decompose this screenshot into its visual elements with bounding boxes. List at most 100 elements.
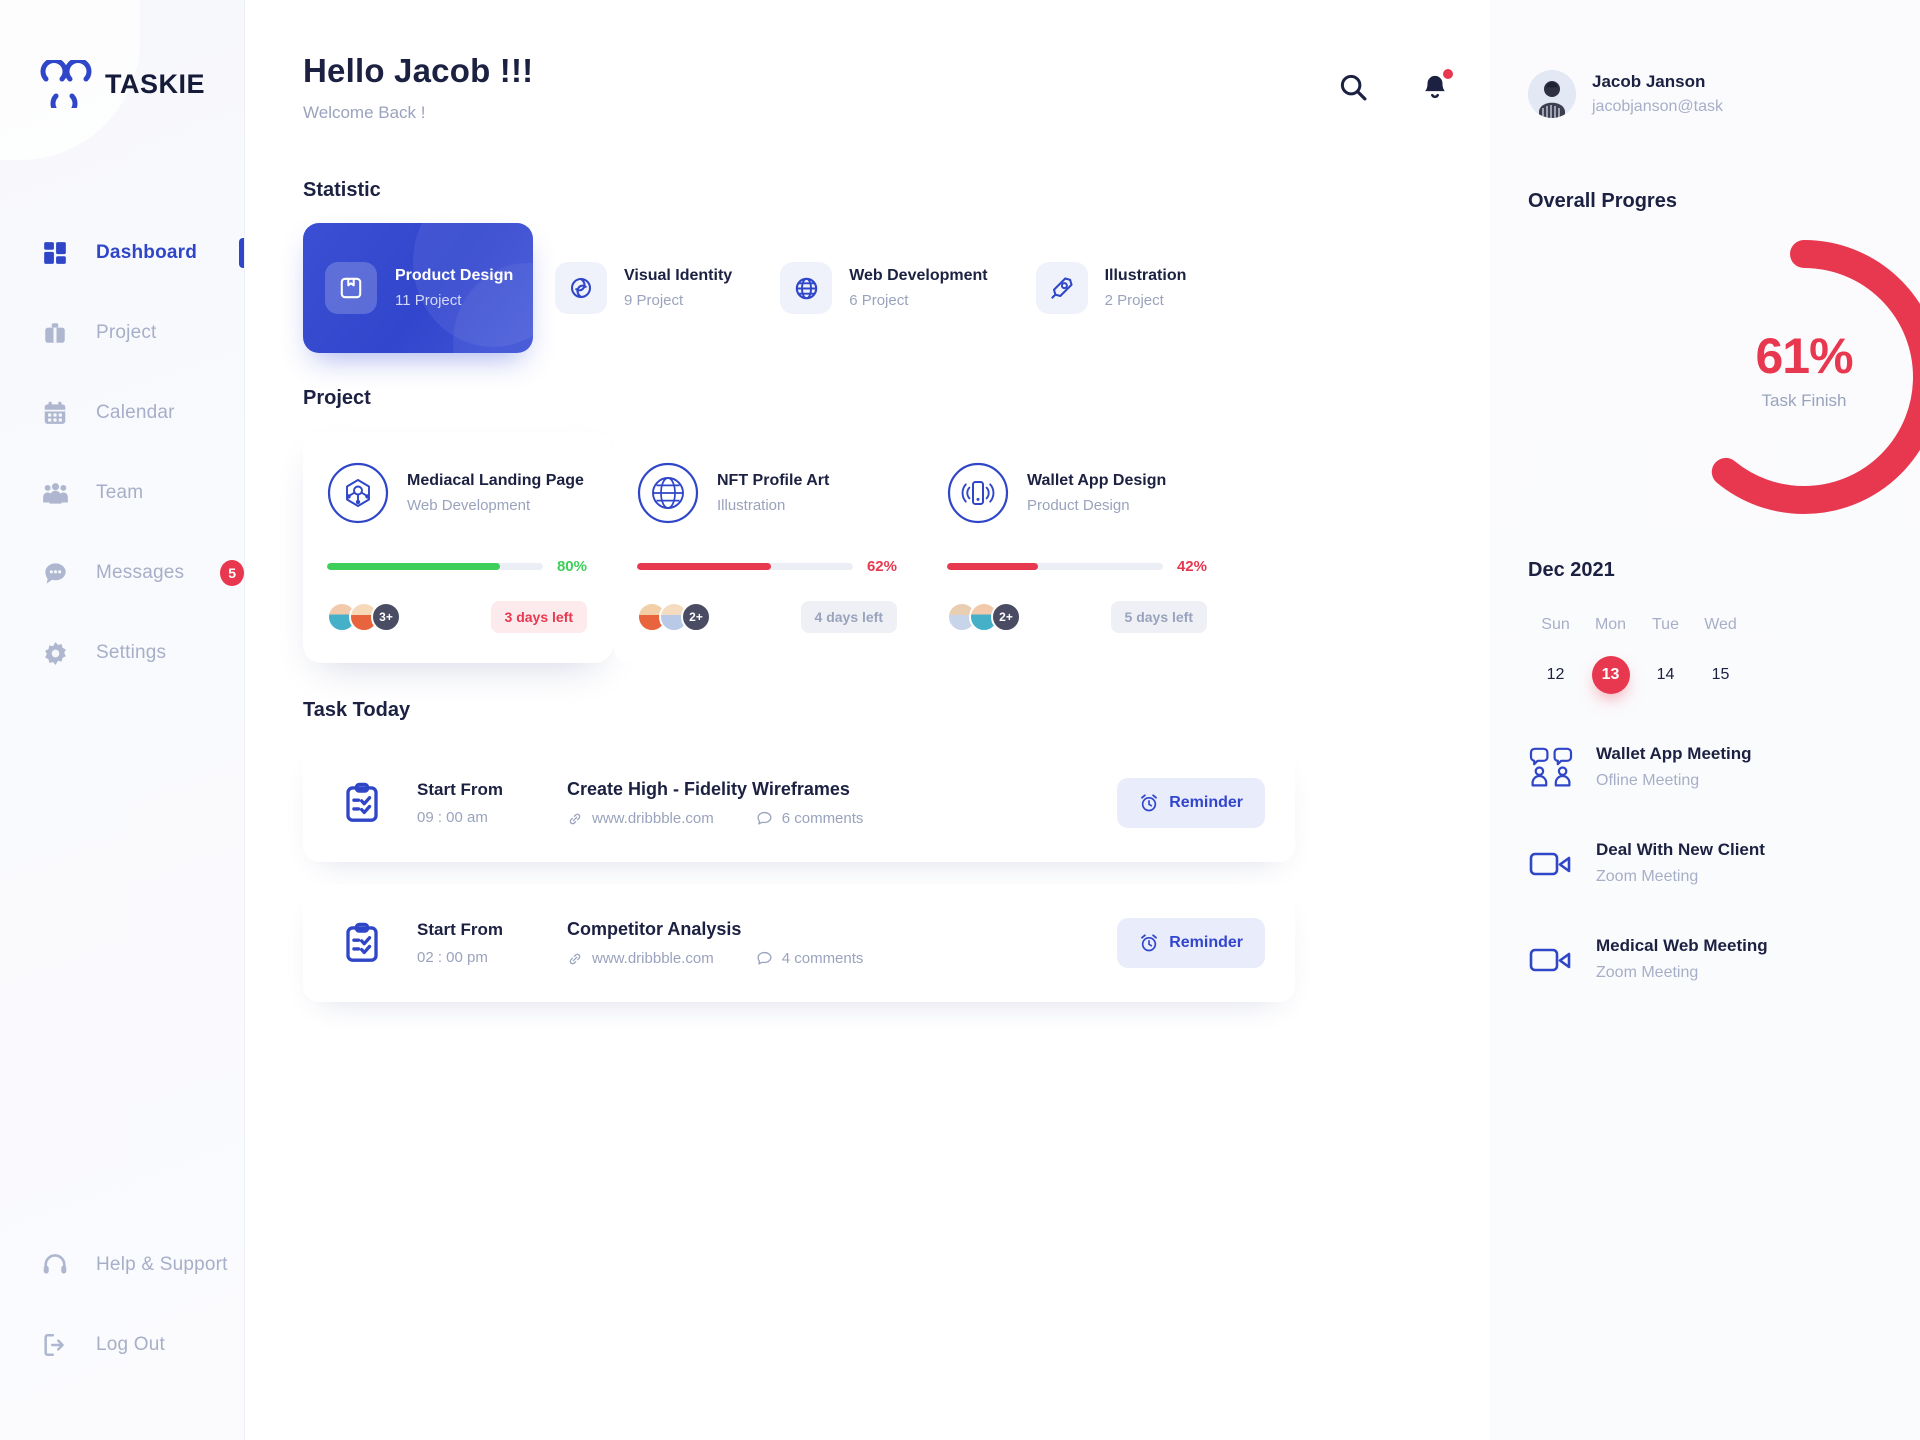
- comment-icon: [757, 811, 772, 825]
- sidebar-item-label: Help & Support: [96, 1254, 228, 1275]
- top-bar: Hello Jacob !!! Welcome Back !: [303, 0, 1490, 123]
- project-card-category: Illustration: [717, 497, 786, 514]
- reminder-button-label: Reminder: [1169, 934, 1243, 951]
- task-row[interactable]: Start From 09 : 00 am Create High - Fide…: [303, 744, 1295, 862]
- statistic-card-count: 2 Project: [1104, 292, 1164, 309]
- calendar-col: Tue 14: [1638, 616, 1693, 694]
- calendar-dow: Tue: [1652, 616, 1679, 633]
- statistic-card-web-development[interactable]: Web Development 6 Project: [758, 223, 1013, 353]
- task-link-text: www.dribbble.com: [592, 950, 714, 967]
- progress-percent: 62%: [866, 558, 897, 575]
- meeting-item[interactable]: Wallet App Meeting Ofline Meeting: [1528, 744, 1920, 790]
- meeting-item[interactable]: Medical Web Meeting Zoom Meeting: [1528, 936, 1920, 982]
- swirl-icon: [555, 262, 607, 314]
- task-row[interactable]: Start From 02 : 00 pm Competitor Analysi…: [303, 884, 1295, 1002]
- overall-progress-percent: 61%: [1755, 328, 1853, 384]
- sidebar-item-project[interactable]: Project: [0, 293, 244, 373]
- avatar-more-count: 2+: [991, 602, 1021, 632]
- sidebar: TASKIE Dashboard Project Calendar: [0, 0, 245, 1440]
- sidebar-item-settings[interactable]: Settings: [0, 613, 244, 693]
- project-card-category: Product Design: [1027, 497, 1130, 514]
- sidebar-item-label: Messages: [96, 562, 185, 583]
- task-comments[interactable]: 4 comments: [756, 950, 863, 967]
- sidebar-item-calendar[interactable]: Calendar: [0, 373, 244, 453]
- profile-email: jacobjanson@task: [1592, 98, 1723, 115]
- calendar-day-selected[interactable]: 13: [1591, 656, 1630, 694]
- sidebar-item-messages[interactable]: Messages 5: [0, 533, 244, 613]
- sidebar-nav: Dashboard Project Calendar Team: [0, 213, 244, 693]
- link-icon: [569, 953, 581, 964]
- project-card-nft-profile-art[interactable]: NFT Profile Art Illustration 62% 2+: [613, 432, 923, 663]
- statistic-card-name: Product Design: [395, 267, 514, 284]
- globe-icon: [780, 262, 833, 314]
- project-card-head: Mediacal Landing Page Web Development: [327, 462, 587, 524]
- project-card-row: Mediacal Landing Page Web Development 80…: [303, 432, 1490, 663]
- meeting-text: Medical Web Meeting Zoom Meeting: [1596, 936, 1768, 982]
- project-card-name: Mediacal Landing Page: [407, 472, 584, 489]
- task-start-label: Start From: [417, 780, 503, 799]
- sidebar-item-team[interactable]: Team: [0, 453, 244, 533]
- statistic-card-count: 6 Project: [849, 292, 909, 309]
- project-avatars[interactable]: 3+: [327, 602, 401, 632]
- reminder-button[interactable]: Reminder: [1117, 918, 1265, 968]
- meeting-item[interactable]: Deal With New Client Zoom Meeting: [1528, 840, 1920, 886]
- profile-name: Jacob Janson: [1592, 72, 1706, 91]
- meeting-type: Zoom Meeting: [1596, 964, 1699, 981]
- task-name: Competitor Analysis: [567, 919, 742, 939]
- reminder-button[interactable]: Reminder: [1117, 778, 1265, 828]
- sidebar-item-help-support[interactable]: Help & Support: [0, 1225, 244, 1305]
- avatar-more-count: 2+: [681, 602, 711, 632]
- project-card-wallet-app-design[interactable]: Wallet App Design Product Design 42% 2+: [923, 432, 1233, 663]
- calendar-col: Wed 15: [1693, 616, 1748, 694]
- calendar-grid: Sun 12 Mon 13 Tue 14 Wed 15: [1528, 616, 1920, 694]
- calendar-day[interactable]: 12: [1546, 666, 1565, 683]
- overall-progress-donut: 61% Task Finish: [1556, 227, 1920, 527]
- sidebar-item-dashboard[interactable]: Dashboard: [0, 213, 244, 293]
- project-card-mediacal-landing-page[interactable]: Mediacal Landing Page Web Development 80…: [303, 432, 613, 663]
- greeting-block: Hello Jacob !!! Welcome Back !: [303, 52, 533, 123]
- sidebar-item-label: Log Out: [96, 1334, 166, 1355]
- project-card-text: NFT Profile Art Illustration: [717, 472, 829, 514]
- bell-icon[interactable]: [1418, 69, 1453, 104]
- task-link[interactable]: www.dribbble.com: [567, 810, 714, 827]
- alarm-clock-icon: [1141, 794, 1158, 812]
- task-link-text: www.dribbble.com: [592, 810, 714, 827]
- reminder-button-label: Reminder: [1169, 794, 1243, 811]
- days-left-badge: 5 days left: [1110, 601, 1207, 633]
- statistic-card-illustration[interactable]: Illustration 2 Project: [1014, 223, 1213, 353]
- statistic-card-name: Web Development: [849, 267, 988, 284]
- calendar-day[interactable]: 14: [1656, 666, 1675, 683]
- clipboard-check-icon: [339, 780, 385, 826]
- sidebar-item-log-out[interactable]: Log Out: [0, 1305, 244, 1385]
- alarm-clock-icon: [1141, 934, 1158, 952]
- messages-badge: 5: [220, 560, 244, 586]
- profile-block[interactable]: Jacob Janson jacobjanson@task: [1528, 0, 1920, 118]
- task-time: 02 : 00 pm: [417, 949, 488, 966]
- progress-bar: [947, 563, 1163, 570]
- profile-text: Jacob Janson jacobjanson@task: [1592, 72, 1723, 116]
- task-comments-text: 6 comments: [781, 810, 864, 827]
- statistic-card-visual-identity[interactable]: Visual Identity 9 Project: [533, 223, 758, 353]
- meeting-text: Deal With New Client Zoom Meeting: [1596, 840, 1765, 886]
- project-card-head: NFT Profile Art Illustration: [637, 462, 897, 524]
- statistic-card-product-design[interactable]: Product Design 11 Project: [303, 223, 533, 353]
- calendar-day[interactable]: 15: [1711, 666, 1730, 683]
- calendar-col: Mon 13: [1583, 616, 1638, 694]
- statistic-card-text: Web Development 6 Project: [849, 267, 987, 309]
- task-comments[interactable]: 6 comments: [756, 810, 864, 827]
- project-avatars[interactable]: 2+: [637, 602, 711, 632]
- statistic-card-row: Product Design 11 Project Visual Identit…: [303, 223, 1490, 353]
- progress-percent: 42%: [1176, 558, 1207, 575]
- video-camera-icon: [1528, 938, 1574, 980]
- search-icon[interactable]: [1336, 70, 1370, 104]
- task-start-block: Start From 02 : 00 pm: [417, 920, 567, 966]
- meeting-type: Zoom Meeting: [1596, 868, 1699, 885]
- clipboard-check-icon: [339, 920, 385, 966]
- task-link[interactable]: www.dribbble.com: [567, 950, 714, 967]
- globe-grid-icon: [637, 462, 699, 524]
- cube-network-icon: [327, 462, 389, 524]
- calendar-month: Dec 2021: [1528, 559, 1615, 581]
- project-avatars[interactable]: 2+: [947, 602, 1021, 632]
- mobile-signal-icon: [947, 462, 1009, 524]
